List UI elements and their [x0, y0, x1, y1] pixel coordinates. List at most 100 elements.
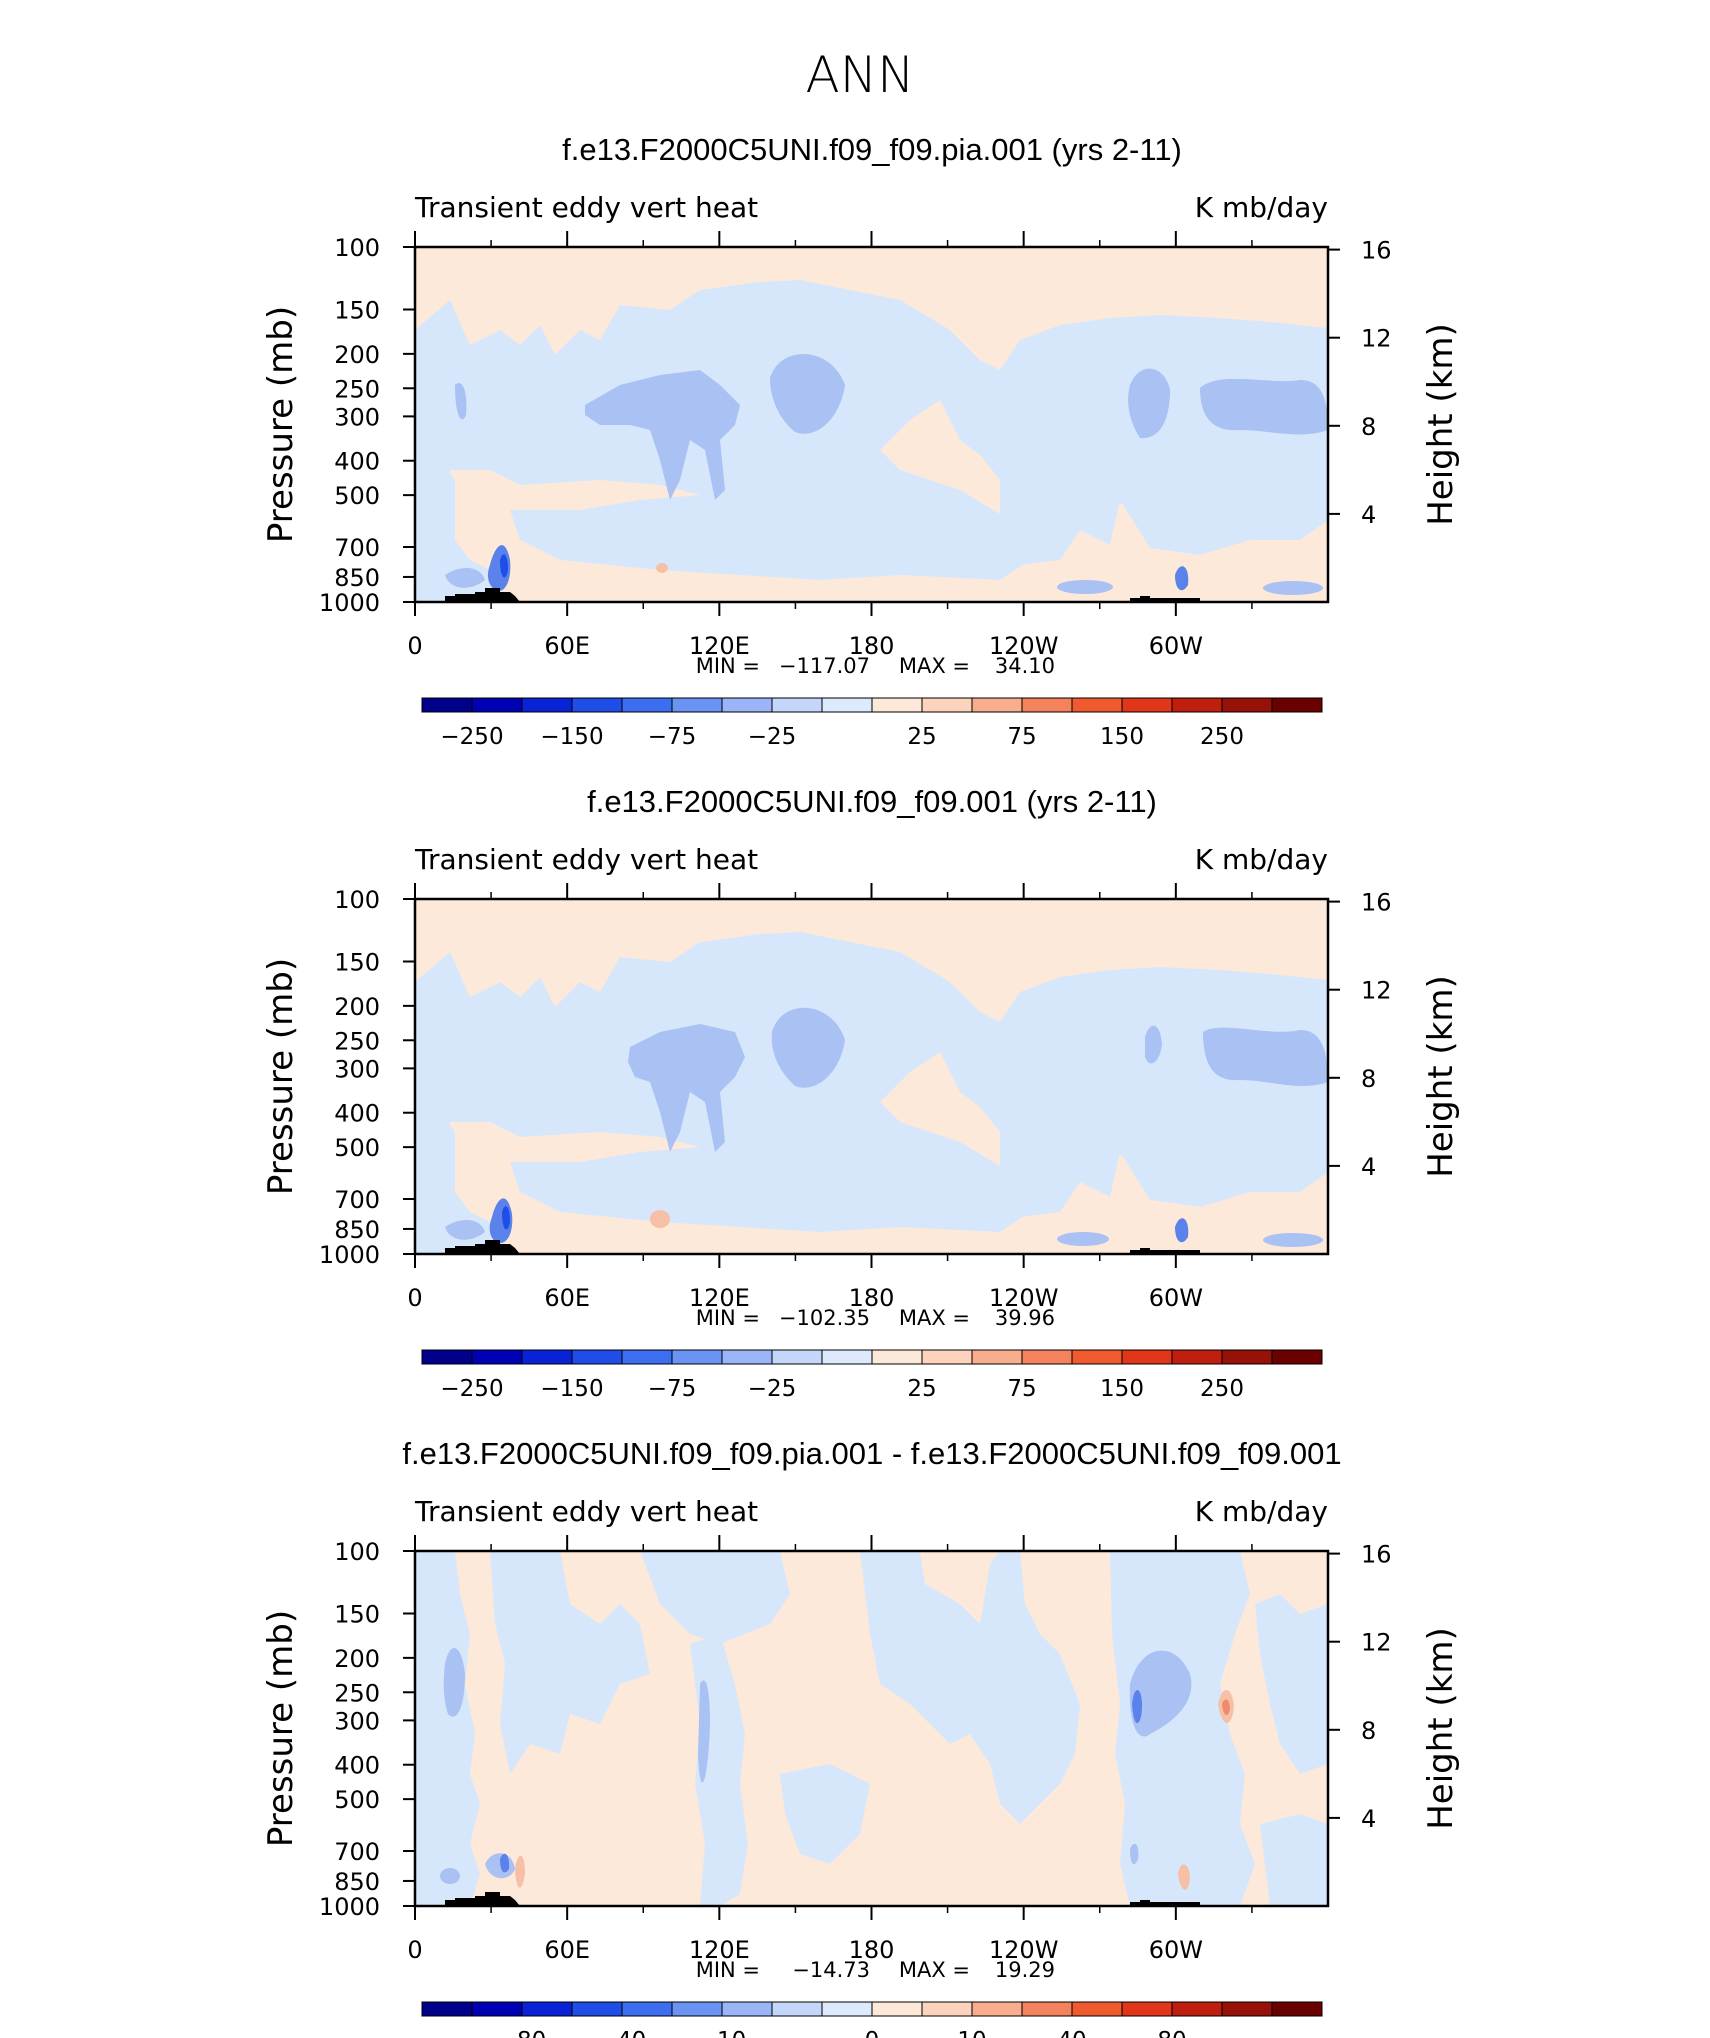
panel-3-ytick-label-400: 400: [334, 1752, 380, 1780]
panel-2-colorbar-label-1: −150: [540, 1376, 603, 1402]
panel-3-colorbar-box-17: [1271, 2001, 1323, 2017]
panel-1-min-label: MIN =: [696, 654, 760, 678]
panel-2-xtick-label-300: 60W: [1149, 1284, 1203, 1312]
panel-2-plot: [415, 899, 1328, 1254]
panel-3-right-label: K mb/day: [1195, 1495, 1328, 1528]
panel-2-xtick-label-120: 120E: [689, 1284, 750, 1312]
panel-2-xtick-label-60: 60E: [544, 1284, 590, 1312]
panel-1-colorbar: −250 −150 −75 −25 25 75 150 250: [421, 697, 1323, 750]
panel-3-xtick-label-240: 120W: [989, 1936, 1059, 1964]
panel-1-ytick-label-400: 400: [334, 448, 380, 476]
panel-3-ytick-label-850: 850: [334, 1868, 380, 1896]
panel-1-colorbar-label-1: −150: [540, 724, 603, 750]
panel-1-neg-mid-blob-e: [445, 568, 485, 588]
panel-3-ytick-label-700: 700: [334, 1838, 380, 1866]
panel-1-ylabel-right: Height (km): [1421, 323, 1461, 526]
panel-2-ytick-label-700: 700: [334, 1186, 380, 1214]
panel-1-rtick-label-4: 4: [1361, 501, 1376, 529]
panel-1-colorbar-box-7: [771, 697, 823, 713]
panel-1-colorbar-box-16: [1221, 697, 1273, 713]
panel-2-neg-mid-blob-c: [1203, 1027, 1328, 1086]
panel-1-neg-mid-ellipse-a: [1057, 580, 1113, 594]
panel-2-colorbar-box-15: [1171, 1349, 1223, 1365]
panel-3-colorbar-box-8: [821, 2001, 873, 2017]
panel-2-colorbar-box-14: [1121, 1349, 1173, 1365]
panel-1-ytick-label-850: 850: [334, 564, 380, 592]
panel-1-neg-light-region: [415, 280, 1328, 580]
panel-3-colorbar-box-7: [771, 2001, 823, 2017]
panel-3-colorbar-box-13: [1071, 2001, 1123, 2017]
panel-2-colorbar-box-12: [1021, 1349, 1073, 1365]
panel-3-ylabel: Pressure (mb): [261, 1610, 301, 1847]
panel-3-neg-light-g: [1260, 1814, 1328, 1906]
panel-3-neg-light-d: [860, 1551, 1080, 1824]
panel-1-neg-deep-blob: [500, 554, 508, 578]
panel-2-colorbar-box-17: [1271, 1349, 1323, 1365]
panel-3-pos-mid-c: [1178, 1864, 1190, 1890]
panel-3-colorbar-label-6: 80: [1157, 2028, 1186, 2038]
panel-3-rtick-label-8: 8: [1361, 1717, 1376, 1745]
panel-2-ylabel: Pressure (mb): [261, 958, 301, 1195]
panel-2-colorbar-label-6: 150: [1100, 1376, 1144, 1402]
panel-1-colorbar-box-12: [1021, 697, 1073, 713]
panel-1-colorbar-box-14: [1121, 697, 1173, 713]
panel-3-xtick-label-0: 0: [407, 1936, 422, 1964]
panel-1-colorbar-label-0: −250: [440, 724, 503, 750]
panel-1-left-label: Transient eddy vert heat: [414, 191, 758, 224]
panel-1-colorbar-box-10: [921, 697, 973, 713]
panel-2-pos-mid-spot: [650, 1210, 670, 1228]
panel-3-min-label: MIN =: [696, 1958, 760, 1982]
panel-2-colorbar-box-10: [921, 1349, 973, 1365]
panel-2-colorbar-label-5: 75: [1007, 1376, 1036, 1402]
panel-3-plot: [415, 1551, 1328, 1906]
panel-3-xtick-label-180: 180: [849, 1936, 895, 1964]
panel-3-neg-light-e: [1110, 1551, 1255, 1906]
panel-2-colorbar-label-7: 250: [1200, 1376, 1244, 1402]
panel-3-colorbar-label-5: 40: [1057, 2028, 1086, 2038]
panel-2-ytick-label-300: 300: [334, 1055, 380, 1083]
panel-1-min-value: −117.07: [779, 654, 870, 678]
panel-3-max-value: 19.29: [995, 1958, 1055, 1982]
panel-2-colorbar-box-4: [621, 1349, 673, 1365]
panel-2-neg-mid-blob-e: [445, 1220, 485, 1240]
panel-3-max-label: MAX =: [899, 1958, 970, 1982]
panel-2-neg-mid-blob-a: [771, 1007, 845, 1088]
panel-3-ytick-label-1000: 1000: [319, 1893, 380, 1921]
panel-3-colorbar-box-2: [521, 2001, 573, 2017]
panel-3-neg-mid-a: [443, 1647, 465, 1717]
panel-2-xtick-label-240: 120W: [989, 1284, 1059, 1312]
panel-1-ytick-label-100: 100: [334, 234, 380, 262]
panel-1-colorbar-box-17: [1271, 697, 1323, 713]
panel-2-colorbar-box-6: [721, 1349, 773, 1365]
panel-2-colorbar-box-1: [471, 1349, 523, 1365]
panel-2-colorbar-label-2: −75: [648, 1376, 697, 1402]
panel-3-neg-light-h: [780, 1764, 870, 1864]
panel-1-rtick-label-12: 12: [1361, 325, 1392, 353]
panel-3-neg-mid-c: [698, 1680, 710, 1783]
panel-3-colorbar-label-0: −80: [498, 2028, 547, 2038]
panel-1-colorbar-label-5: 75: [1007, 724, 1036, 750]
panel-3-neg-dark-b: [500, 1853, 510, 1873]
panel-3-neg-dark-a: [1132, 1689, 1142, 1724]
panel-2-colorbar-box-2: [521, 1349, 573, 1365]
panel-3-colorbar-label-3: 0: [865, 2028, 880, 2038]
panel-2-neg-light-region-left: [415, 1112, 500, 1254]
panel-3-xtick-label-300: 60W: [1149, 1936, 1203, 1964]
panel-3-colorbar: −80 −40 −10 0 10 40 80: [421, 2001, 1323, 2038]
panel-3-ytick-label-200: 200: [334, 1645, 380, 1673]
panel-1-neg-mid-blob-b: [1128, 368, 1170, 439]
panel-1-pos-mid-spot: [656, 563, 668, 573]
panel-2-ytick-label-1000: 1000: [319, 1241, 380, 1269]
panel-3-neg-mid-f: [1130, 1843, 1139, 1865]
panel-2-neg-mid-region: [628, 1024, 745, 1152]
panel-1-ytick-label-500: 500: [334, 482, 380, 510]
panel-2-colorbar-box-3: [571, 1349, 623, 1365]
panel-1-colorbar-box-0: [421, 697, 473, 713]
panel-3-colorbar-box-4: [621, 2001, 673, 2017]
panel-1-neg-mid-blob-a: [770, 354, 845, 434]
panel-3-neg-light-f: [1255, 1594, 1328, 1774]
panel-3-neg-light-a: [490, 1551, 650, 1774]
panel-2-neg-mid-blob-b: [1145, 1025, 1162, 1064]
